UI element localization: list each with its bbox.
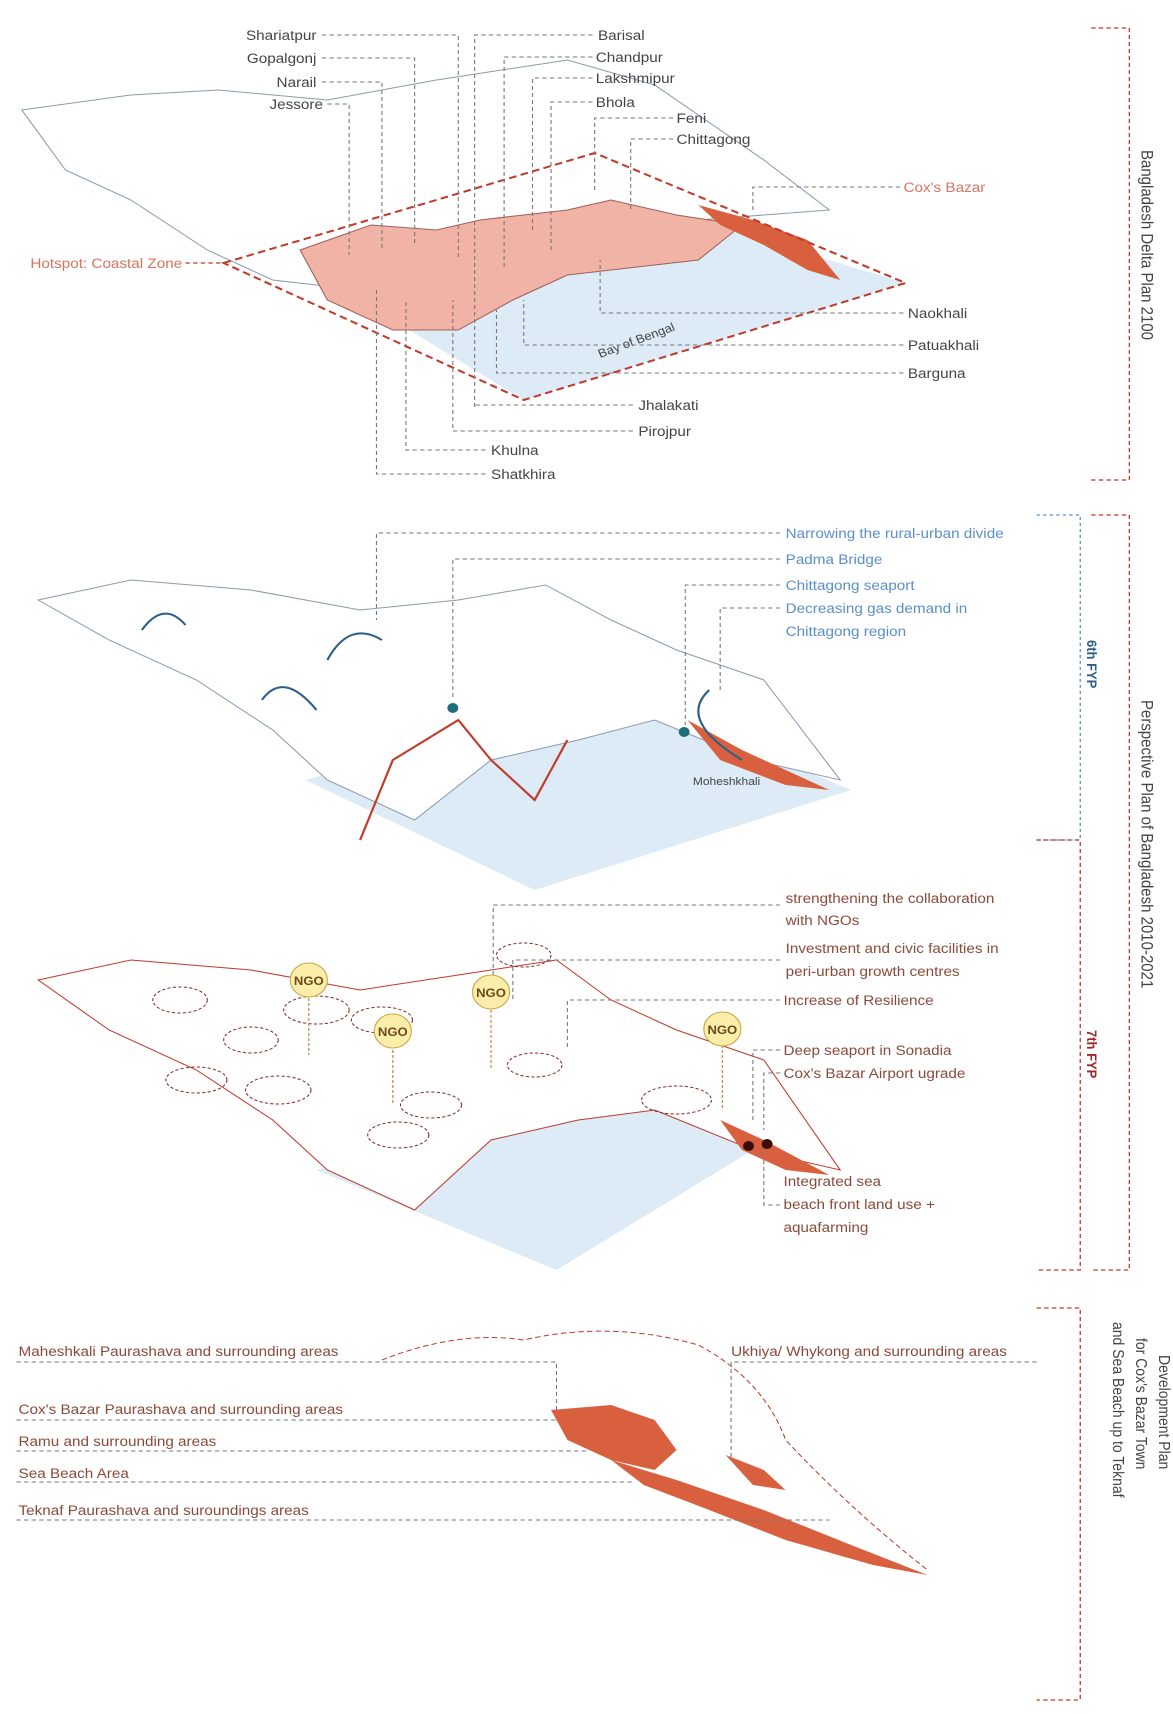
fyp7-map: NGO NGO NGO NGO strengthening the collab… <box>38 892 998 1270</box>
area-label: Sea Beach Area <box>19 1467 130 1482</box>
district-label: Chittagong <box>677 133 751 148</box>
area-label: Ramu and surrounding areas <box>19 1435 217 1450</box>
coxs-bazar-map: Maheshkali Paurashava and surrounding ar… <box>16 1331 1036 1575</box>
annotation: Chittagong seaport <box>786 579 915 594</box>
district-label: Cox's Bazar <box>903 181 985 196</box>
plan-label: Development Plan <box>1155 1355 1172 1469</box>
bracket <box>1037 515 1081 840</box>
area-label: Teknaf Paurashava and suroundings areas <box>19 1504 309 1519</box>
district-label: Gopalgonj <box>247 52 317 67</box>
district-label: Naokhali <box>908 307 967 322</box>
district-label: Lakshmipur <box>596 72 675 87</box>
district-label: Jessore <box>270 98 323 113</box>
fyp-label: 7th FYP <box>1084 1030 1100 1078</box>
sonadia-point <box>743 1141 754 1151</box>
district-label: Pirojpur <box>638 425 691 440</box>
bracket <box>1091 28 1129 480</box>
bracket <box>1037 1308 1081 1700</box>
district-label: Bhola <box>596 96 636 111</box>
annotation: Integrated sea <box>783 1175 881 1190</box>
annotation: with NGOs <box>785 914 860 929</box>
annotation: strengthening the collaboration <box>786 892 995 907</box>
bracket <box>1091 515 1129 1270</box>
plan-label: for Cox's Bazar Town <box>1132 1338 1149 1469</box>
area-label: Maheshkali Paurashava and surrounding ar… <box>19 1345 339 1360</box>
fyp-label: 6th FYP <box>1084 640 1100 688</box>
side-labels: Bangladesh Delta Plan 2100 Perspective P… <box>1037 28 1172 1700</box>
district-label: Jhalakati <box>638 399 698 414</box>
ngo-label: NGO <box>707 1023 737 1036</box>
ngo-label: NGO <box>294 974 324 987</box>
country-outline <box>38 960 840 1210</box>
plan-label: Perspective Plan of Bangladesh 2010-2021 <box>1137 700 1155 988</box>
district-label: Khulna <box>491 444 539 459</box>
district-label: Barguna <box>908 367 967 382</box>
district-label: Narail <box>277 76 317 91</box>
annotation: Deep seaport in Sonadia <box>783 1044 952 1059</box>
district-label: Chandpur <box>596 51 663 66</box>
bracket <box>1037 840 1081 1270</box>
district-label: Barisal <box>598 29 645 44</box>
annotation: beach front land use + <box>783 1198 934 1213</box>
district-label: Patuakhali <box>908 339 979 354</box>
ngo-label: NGO <box>476 986 506 999</box>
padma-point <box>447 703 458 713</box>
seaport-point <box>679 727 690 737</box>
airport-point <box>762 1139 773 1149</box>
infographic: Bay of Bengal Shariatpur Gopalgonj Narai… <box>0 0 1173 1714</box>
district-label: Shatkhira <box>491 468 556 483</box>
annotation: aquafarming <box>783 1221 868 1236</box>
place-label: Moheshkhali <box>693 776 760 787</box>
ukhiya-area <box>726 1455 786 1490</box>
fyp6-map: Narrowing the rural-urban divide Padma B… <box>38 527 1003 890</box>
maheshkali-area <box>551 1405 676 1470</box>
annotation: Increase of Resilience <box>783 994 933 1009</box>
annotation: Padma Bridge <box>786 553 883 568</box>
annotation: peri-urban growth centres <box>786 965 960 980</box>
annotation: Cox's Bazar Airport ugrade <box>783 1067 965 1082</box>
delta-map: Bay of Bengal Shariatpur Gopalgonj Narai… <box>22 29 986 483</box>
annotation: Narrowing the rural-urban divide <box>786 527 1004 542</box>
area-label: Ukhiya/ Whykong and surrounding areas <box>731 1345 1007 1360</box>
annotation: Investment and civic facilities in <box>786 942 999 957</box>
hotspot-label: Hotspot: Coastal Zone <box>30 257 182 272</box>
area-label: Cox's Bazar Paurashava and surrounding a… <box>19 1403 344 1418</box>
ngo-label: NGO <box>378 1025 408 1038</box>
plan-label: and Sea Beach up to Teknaf <box>1109 1322 1126 1498</box>
district-label: Shariatpur <box>246 29 317 44</box>
annotation: Decreasing gas demand in <box>786 602 968 617</box>
district-label: Feni <box>677 112 707 127</box>
annotation: Chittagong region <box>786 625 907 640</box>
plan-label: Bangladesh Delta Plan 2100 <box>1137 150 1155 340</box>
